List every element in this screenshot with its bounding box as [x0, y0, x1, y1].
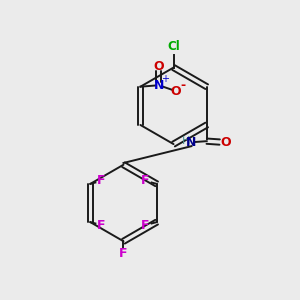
Text: N: N — [186, 136, 197, 149]
Text: -: - — [181, 79, 186, 92]
Text: F: F — [141, 219, 150, 232]
Text: O: O — [153, 61, 164, 74]
Text: F: F — [141, 174, 150, 188]
Text: H: H — [182, 136, 190, 146]
Text: F: F — [97, 174, 106, 188]
Text: +: + — [160, 74, 169, 84]
Text: F: F — [97, 219, 106, 232]
Text: O: O — [171, 85, 181, 98]
Text: F: F — [119, 247, 128, 260]
Text: O: O — [220, 136, 231, 149]
Text: Cl: Cl — [167, 40, 180, 53]
Text: N: N — [154, 79, 164, 92]
